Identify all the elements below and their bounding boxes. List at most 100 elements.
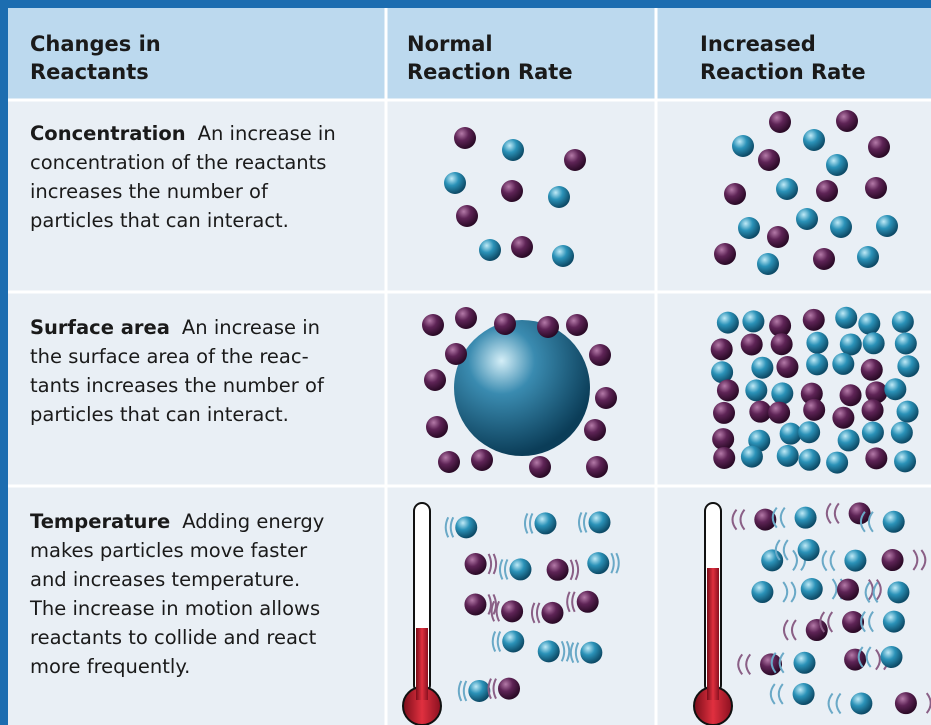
teal-particle — [835, 306, 858, 329]
purple-particle — [813, 248, 835, 270]
motion-line — [857, 646, 864, 668]
row-text: and increases temperature. — [30, 568, 301, 591]
teal-particle — [884, 378, 907, 401]
purple-particle — [494, 313, 516, 335]
purple-particle — [768, 401, 791, 424]
teal-particle — [826, 154, 848, 176]
particles — [422, 110, 931, 715]
purple-particle — [832, 406, 855, 429]
teal-particle — [502, 139, 524, 161]
teal-particle — [776, 178, 798, 200]
teal-particle — [588, 511, 611, 534]
teal-particle — [876, 215, 898, 237]
motion-line — [495, 600, 501, 622]
teal-particle — [844, 549, 867, 572]
purple-particle — [805, 619, 828, 642]
teal-particle — [502, 630, 525, 653]
motion-line — [829, 549, 836, 572]
teal-particle — [858, 312, 881, 335]
motion-line — [792, 549, 798, 572]
motion-line — [560, 640, 566, 662]
teal-particle — [771, 382, 794, 405]
motion-line — [731, 509, 738, 531]
teal-particle — [716, 311, 739, 334]
row-text: the surface area of the reac- — [30, 345, 309, 368]
purple-particle — [724, 183, 746, 205]
teal-particle — [793, 651, 816, 674]
motion-line — [782, 581, 789, 603]
motion-line — [831, 578, 838, 600]
motion-line — [779, 507, 786, 529]
purple-particle — [714, 243, 736, 265]
purple-particle — [776, 356, 799, 379]
teal-particle — [580, 641, 603, 664]
motion-line — [498, 558, 504, 580]
purple-particle — [844, 648, 867, 671]
purple-particle — [800, 382, 823, 405]
purple-particle — [802, 308, 825, 331]
motion-line — [569, 559, 575, 581]
motion-line — [864, 581, 871, 603]
purple-particle — [848, 502, 871, 525]
purple-particle — [464, 552, 487, 575]
motion-line — [868, 610, 874, 633]
purple-particle — [713, 446, 736, 469]
teal-particle — [757, 253, 779, 275]
motion-line — [737, 653, 744, 675]
purple-particle — [564, 149, 586, 171]
large-particle — [454, 320, 590, 456]
purple-particle — [754, 508, 777, 531]
motion-line — [867, 511, 874, 533]
purple-particle — [464, 593, 487, 616]
motion-line — [827, 692, 834, 715]
teal-particle — [880, 646, 903, 669]
purple-particle — [894, 692, 917, 715]
purple-particle — [816, 180, 838, 202]
motion-line — [528, 512, 534, 534]
motion-line — [530, 602, 536, 624]
purple-particle — [426, 416, 448, 438]
teal-particle — [832, 352, 855, 375]
teal-particle — [806, 353, 829, 376]
purple-particle — [541, 601, 564, 624]
purple-particle — [566, 314, 588, 336]
motion-line — [492, 594, 497, 615]
motion-line — [867, 579, 874, 601]
motion-line — [487, 594, 492, 615]
purple-particle — [576, 590, 599, 613]
motion-line — [782, 539, 789, 561]
teal-particle — [826, 451, 849, 474]
motion-line — [833, 502, 840, 524]
motion-line — [496, 631, 502, 652]
motion-line — [492, 678, 497, 700]
purple-particle — [501, 600, 524, 623]
teal-particle — [882, 510, 905, 533]
purple-particle — [424, 369, 446, 391]
teal-particle — [897, 355, 920, 378]
purple-particle — [438, 451, 460, 473]
row-text: makes particles move faster — [30, 539, 308, 562]
teal-particle — [839, 333, 862, 356]
teal-particle — [740, 445, 763, 468]
motion-line — [827, 611, 834, 633]
motion-line — [790, 581, 797, 603]
teal-particle — [806, 331, 829, 354]
motion-line — [790, 619, 797, 641]
teal-particle — [894, 450, 917, 473]
purple-particle — [471, 449, 493, 471]
purple-particle — [749, 400, 772, 423]
motion-line — [492, 553, 498, 575]
purple-particle — [546, 558, 569, 581]
motion-line — [523, 512, 529, 534]
purple-particle — [861, 399, 884, 422]
teal-particle — [761, 549, 784, 572]
motion-line — [444, 516, 450, 538]
motion-line — [875, 579, 882, 601]
teal-particle — [732, 135, 754, 157]
motion-line — [821, 549, 828, 572]
motion-line — [535, 602, 541, 624]
purple-particle — [842, 611, 865, 634]
motion-line — [859, 511, 866, 533]
purple-particle — [803, 398, 826, 421]
motion-line — [912, 549, 919, 571]
